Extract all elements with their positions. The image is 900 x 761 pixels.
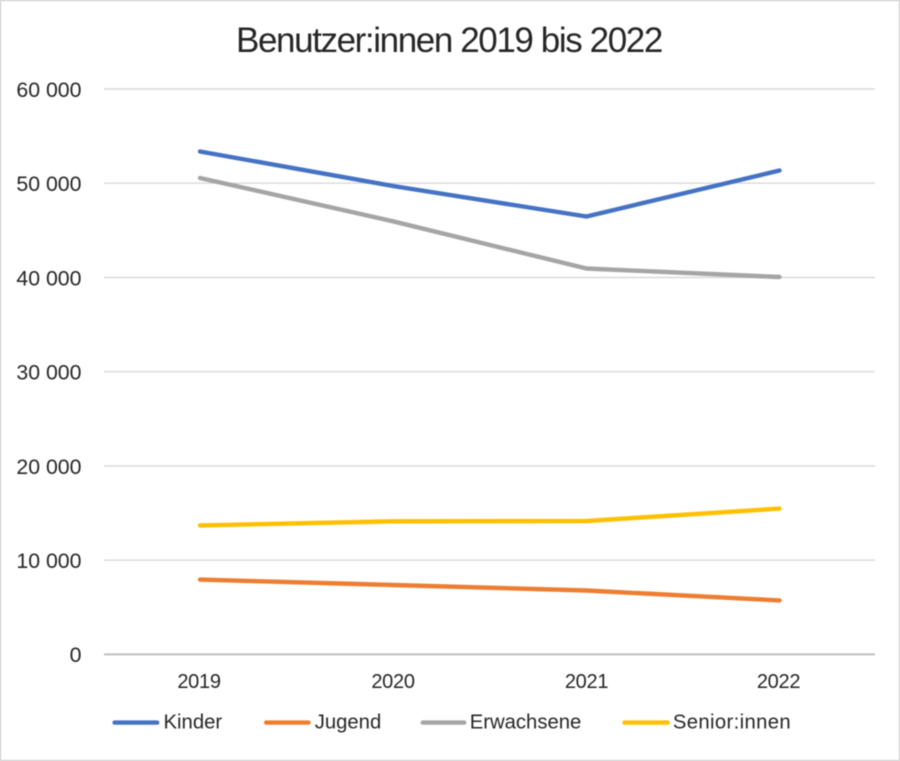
svg-text:Senior:innen: Senior:innen bbox=[673, 712, 791, 734]
svg-text:2020: 2020 bbox=[371, 671, 414, 693]
svg-text:60 000: 60 000 bbox=[16, 78, 81, 102]
svg-text:30 000: 30 000 bbox=[16, 361, 81, 385]
svg-text:Benutzer:innen 2019 bis 2022: Benutzer:innen 2019 bis 2022 bbox=[236, 21, 662, 60]
svg-text:Jugend: Jugend bbox=[315, 712, 382, 734]
svg-text:50 000: 50 000 bbox=[16, 172, 81, 196]
svg-text:Erwachsene: Erwachsene bbox=[470, 712, 582, 734]
svg-text:40 000: 40 000 bbox=[16, 266, 81, 290]
svg-text:0: 0 bbox=[70, 643, 82, 667]
svg-text:2022: 2022 bbox=[757, 671, 800, 693]
svg-text:Kinder: Kinder bbox=[164, 712, 223, 734]
svg-text:10 000: 10 000 bbox=[16, 549, 81, 573]
svg-text:2019: 2019 bbox=[177, 671, 220, 693]
svg-text:2021: 2021 bbox=[565, 671, 608, 693]
svg-text:20 000: 20 000 bbox=[16, 455, 81, 479]
